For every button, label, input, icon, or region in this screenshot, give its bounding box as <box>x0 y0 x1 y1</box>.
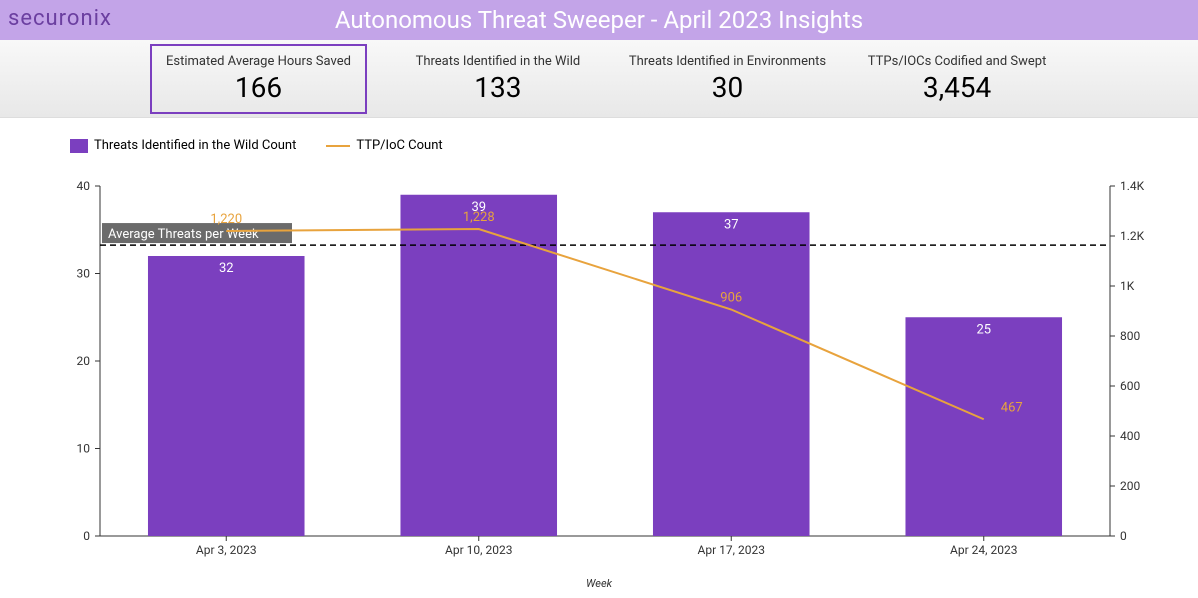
bar-value-label: 32 <box>219 261 234 276</box>
metrics-bar: Estimated Average Hours Saved 166 Threats … <box>0 40 1198 118</box>
header-bar: securonix Autonomous Threat Sweeper - Ap… <box>0 0 1198 40</box>
line-value-label: 1,220 <box>210 212 242 227</box>
avg-label-text: Average Threats per Week <box>108 227 259 242</box>
logo: securonix <box>8 6 112 31</box>
chart-bar <box>905 317 1062 536</box>
x-tick-label: Apr 3, 2023 <box>196 543 257 557</box>
line-series <box>226 229 984 419</box>
legend-bar-label: Threats Identified in the Wild Count <box>94 138 296 153</box>
metric-value: 133 <box>407 71 589 104</box>
metric-value: 3,454 <box>866 71 1048 104</box>
svg-text:600: 600 <box>1120 379 1140 393</box>
metric-card: TTPs/IOCs Codified and Swept 3,454 <box>866 54 1048 104</box>
line-value-label: 906 <box>720 291 742 306</box>
svg-text:0: 0 <box>83 529 90 543</box>
legend-item-bar: Threats Identified in the Wild Count <box>70 138 296 153</box>
svg-text:20: 20 <box>77 354 91 368</box>
legend-line-label: TTP/IoC Count <box>356 138 442 153</box>
svg-text:40: 40 <box>77 179 91 193</box>
metric-card: Estimated Average Hours Saved 166 <box>150 44 367 114</box>
metric-card: Threats Identified in Environments 30 <box>629 54 826 104</box>
chart-svg: 01020304002004006008001K1.2K1.4K32393725… <box>40 161 1158 571</box>
legend-swatch-line <box>326 145 350 147</box>
chart-bar <box>148 256 305 536</box>
svg-text:800: 800 <box>1120 329 1140 343</box>
metric-label: Threats Identified in the Wild <box>407 54 589 69</box>
page-title: Autonomous Threat Sweeper - April 2023 I… <box>335 6 863 34</box>
legend-item-line: TTP/IoC Count <box>326 138 442 153</box>
y-left-axis-label: Threats Identified in the Wild Count <box>0 139 3 305</box>
metric-card: Threats Identified in the Wild 133 <box>407 54 589 104</box>
svg-text:1.2K: 1.2K <box>1120 229 1145 243</box>
svg-text:200: 200 <box>1120 479 1140 493</box>
metric-value: 30 <box>629 71 826 104</box>
svg-text:1K: 1K <box>1120 279 1135 293</box>
bar-value-label: 25 <box>976 322 991 337</box>
svg-text:400: 400 <box>1120 429 1140 443</box>
chart-legend: Threats Identified in the Wild Count TTP… <box>70 138 1158 153</box>
bar-value-label: 37 <box>724 217 739 232</box>
x-tick-label: Apr 17, 2023 <box>698 543 765 557</box>
x-tick-label: Apr 10, 2023 <box>445 543 512 557</box>
line-value-label: 467 <box>1001 400 1023 415</box>
chart-area: Threats Identified in the Wild Count TTP… <box>0 118 1198 598</box>
svg-text:30: 30 <box>77 267 91 281</box>
svg-text:0: 0 <box>1120 529 1127 543</box>
legend-swatch-bar <box>70 139 88 153</box>
line-value-label: 1,228 <box>463 210 495 225</box>
metric-label: TTPs/IOCs Codified and Swept <box>866 54 1048 69</box>
metric-value: 166 <box>166 71 351 104</box>
svg-text:1.4K: 1.4K <box>1120 179 1145 193</box>
logo-text: securonix <box>8 6 112 31</box>
metric-label: Threats Identified in Environments <box>629 54 826 69</box>
metric-label: Estimated Average Hours Saved <box>166 54 351 69</box>
chart-bar <box>653 212 810 536</box>
svg-text:10: 10 <box>77 442 91 456</box>
x-axis-label: Week <box>40 577 1158 590</box>
x-tick-label: Apr 24, 2023 <box>950 543 1017 557</box>
